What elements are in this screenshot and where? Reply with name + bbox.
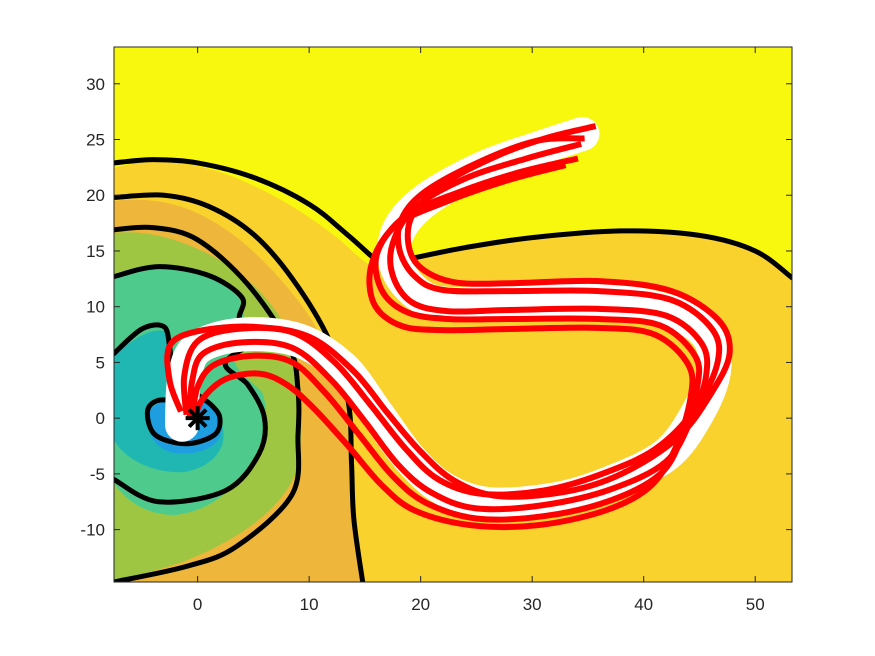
y-tick-label: 10: [86, 298, 105, 317]
x-tick-label: 0: [193, 595, 202, 614]
y-tick-label: 0: [96, 409, 105, 428]
y-tick-label: 30: [86, 75, 105, 94]
x-tick-label: 50: [746, 595, 765, 614]
contour-field: [114, 47, 792, 582]
x-tick-label: 30: [523, 595, 542, 614]
y-tick-label: 25: [86, 131, 105, 150]
x-tick-label: 20: [411, 595, 430, 614]
y-tick-label: 5: [96, 353, 105, 372]
y-tick-label: -10: [80, 521, 105, 540]
x-tick-label: 10: [300, 595, 319, 614]
y-tick-label: -5: [90, 465, 105, 484]
y-tick-label: 20: [86, 186, 105, 205]
x-tick-label: 40: [634, 595, 653, 614]
center-marker: [186, 406, 210, 430]
y-tick-label: 15: [86, 242, 105, 261]
